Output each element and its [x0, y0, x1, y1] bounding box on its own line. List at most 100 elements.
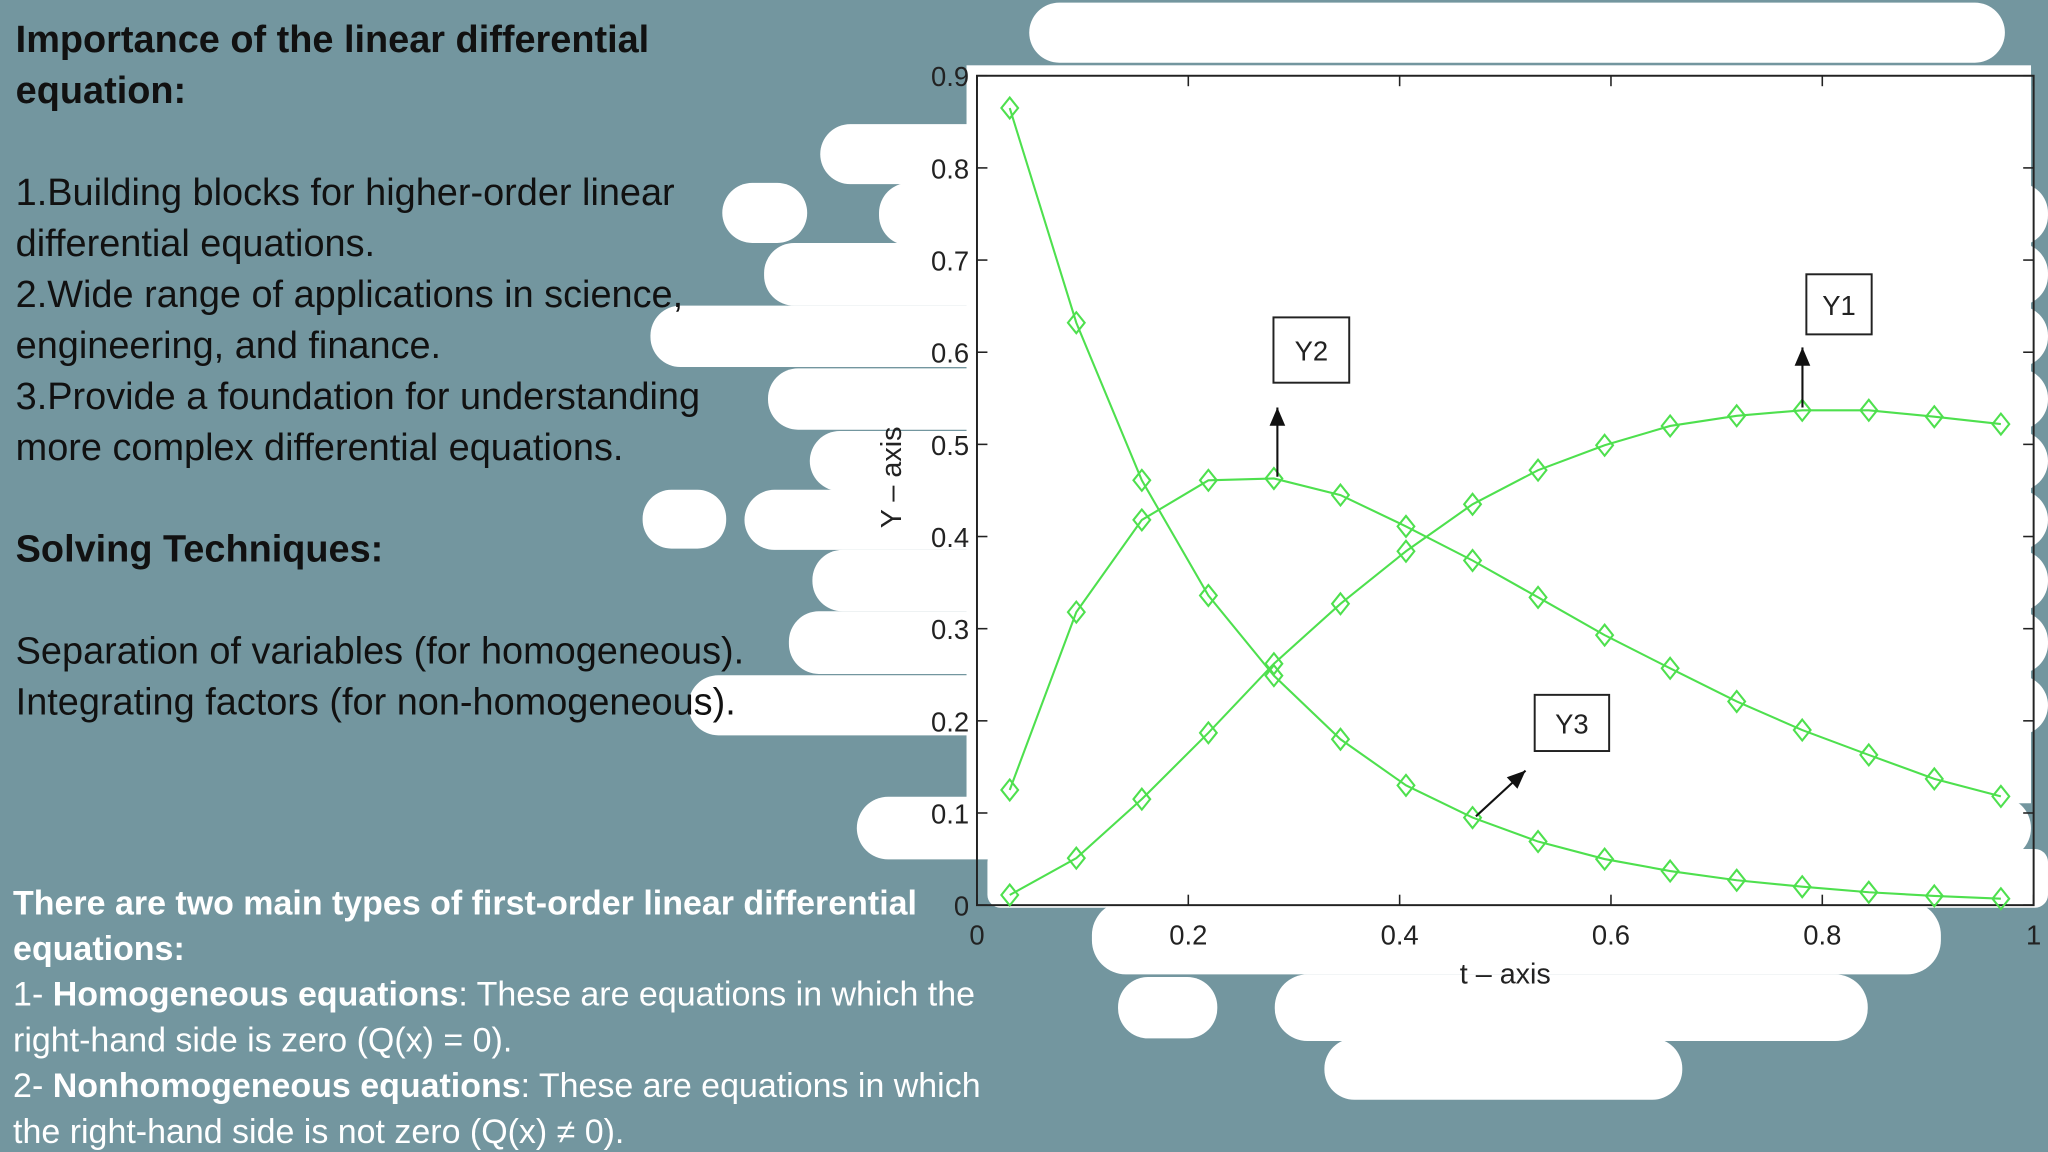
y-axis-label: Y – axis: [876, 427, 908, 529]
marker: [1264, 663, 1284, 688]
marker: [1528, 829, 1548, 854]
y-tick-label: 0.9: [931, 61, 969, 92]
marker: [1727, 403, 1747, 428]
blob: [1029, 2, 2005, 63]
marker: [1396, 773, 1416, 798]
type-item: 1- Homogeneous equations: These are equa…: [13, 972, 1019, 1063]
marker: [1991, 886, 2011, 911]
heading: Solving Techniques:: [15, 528, 384, 571]
decoration: [642, 2, 2048, 1100]
marker: [1660, 858, 1680, 884]
marker: [1792, 874, 1812, 899]
marker: [1396, 539, 1416, 564]
marker: [1264, 466, 1284, 491]
marker: [1330, 727, 1351, 752]
prefix: 2-: [13, 1065, 53, 1105]
marker: [1132, 507, 1152, 533]
desc: : These are equations in which the right…: [13, 1065, 981, 1151]
blob: [722, 182, 808, 243]
marker: [1660, 656, 1680, 681]
marker: [1924, 404, 1944, 429]
marker: [1727, 689, 1747, 714]
y-tick-label: 0.6: [931, 338, 969, 369]
marker: [1330, 482, 1351, 508]
intro: There are two main types of first-order …: [13, 882, 917, 968]
marker: [1066, 599, 1087, 625]
marker: [1198, 720, 1219, 745]
y-tick-label: 0.8: [931, 153, 969, 184]
marker: [1859, 398, 1879, 423]
marker: [1528, 458, 1548, 483]
term: Nonhomogeneous equations: [52, 1065, 521, 1105]
marker: [1924, 766, 1944, 792]
x-tick-label: 0.6: [1592, 919, 1630, 950]
point: 1.Building blocks for higher-order linea…: [15, 172, 675, 266]
blob: [856, 796, 2032, 860]
marker: [1924, 883, 1944, 909]
point: 3.Provide a foundation for understanding…: [15, 376, 701, 469]
marker: [1462, 548, 1483, 573]
blob: [1118, 976, 1218, 1039]
blob: [987, 848, 2048, 908]
y-tick-label: 0.3: [931, 614, 969, 645]
axes-box: [975, 74, 2035, 907]
plot: 0 0.1 0.2 0.3 0.4 0.5 0.6 0.7 0.8 0.9 0 0.2 0.4 0.6 0.…: [876, 61, 2041, 990]
marker: [1462, 492, 1483, 517]
marker: [1132, 468, 1152, 493]
arrow-head: [1269, 407, 1286, 426]
blob: [1091, 901, 1941, 975]
x-tick-label: 0.8: [1803, 919, 1841, 950]
x-tick-label: 1: [2026, 919, 2041, 950]
marker: [1000, 95, 1020, 121]
technique: Separation of variables (for homogeneous…: [15, 630, 745, 673]
desc: : These are equations in which the right…: [13, 974, 975, 1060]
y-tick-label: 0.4: [931, 522, 969, 553]
marker: [1727, 868, 1747, 893]
types-text: There are two main types of first-order …: [13, 880, 1019, 1152]
technique: Integrating factors (for non-homogeneous…: [15, 681, 736, 724]
blob: [966, 65, 2032, 804]
annotation-label: Y2: [1295, 335, 1329, 366]
marker: [1859, 742, 1879, 768]
marker: [1792, 717, 1812, 743]
y-tick-label: 0.2: [931, 706, 969, 737]
marker: [1066, 846, 1087, 871]
marker: [1991, 411, 2011, 437]
series-line: [1009, 409, 2001, 896]
x-tick-label: 0.4: [1381, 919, 1419, 950]
y-tick-label: 0: [954, 891, 969, 922]
marker: [1792, 398, 1812, 423]
x-tick-label: 0: [969, 919, 984, 950]
marker: [1991, 784, 2011, 809]
marker: [1594, 433, 1615, 458]
prefix: 1-: [13, 974, 53, 1014]
arrow-head: [1794, 347, 1811, 366]
marker: [1198, 583, 1219, 608]
marker: [1000, 882, 1020, 908]
x-axis-label: t – axis: [1460, 959, 1551, 991]
main-text: Importance of the linear differential eq…: [16, 16, 789, 729]
marker: [1859, 880, 1879, 905]
y-tick-label: 0.7: [931, 246, 969, 277]
marker: [1198, 468, 1219, 493]
term: Homogeneous equations: [52, 974, 459, 1014]
blob: [1324, 1038, 1683, 1100]
type-item: 2- Nonhomogeneous equations: These are e…: [13, 1063, 1019, 1152]
annotation-box: [1805, 273, 1873, 336]
x-tick-label: 0.2: [1169, 919, 1207, 950]
arrow-head: [1506, 770, 1526, 789]
heading: Importance of the linear differential eq…: [15, 19, 650, 113]
marker: [1528, 585, 1548, 610]
series-line: [1008, 477, 2002, 798]
series-line: [1008, 107, 2001, 900]
annotation-box: [1533, 693, 1611, 752]
marker: [1132, 787, 1152, 812]
marker: [1660, 413, 1680, 439]
blob: [642, 489, 727, 549]
marker: [1594, 846, 1615, 872]
marker: [1396, 514, 1416, 539]
blob: [1274, 974, 1868, 1041]
